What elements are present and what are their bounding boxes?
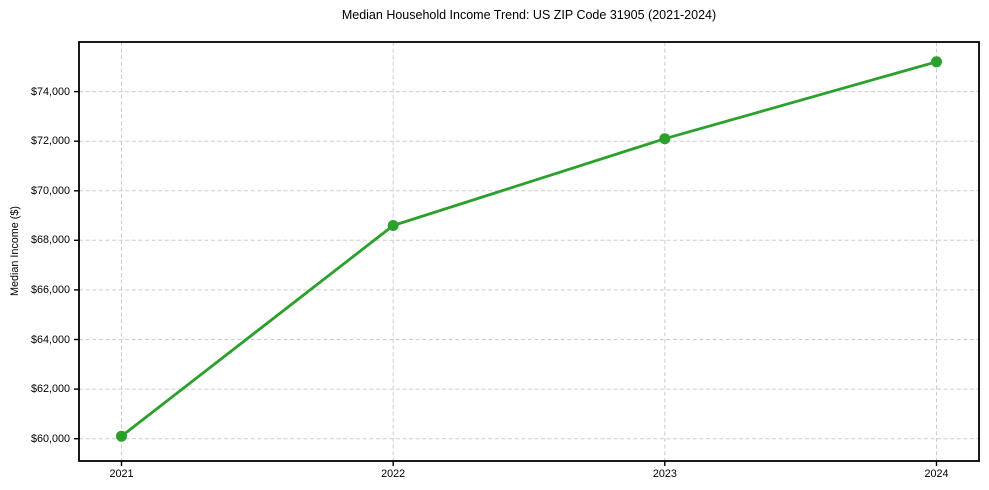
- y-tick-label: $68,000: [30, 234, 70, 247]
- y-tick-label: $70,000: [30, 184, 70, 197]
- plot-border: [78, 41, 980, 462]
- data-point-2022: [387, 220, 399, 231]
- chart-title: Median Household Income Trend: US ZIP Co…: [341, 8, 717, 22]
- y-tick-label: $60,000: [30, 432, 70, 445]
- y-tick-label: $66,000: [30, 283, 70, 296]
- data-point-2024: [931, 56, 942, 68]
- x-tick-label: 2024: [924, 468, 949, 480]
- x-tick-label: 2021: [109, 468, 134, 480]
- y-tick-label: $74,000: [30, 85, 70, 98]
- y-tick-label: $64,000: [30, 333, 70, 346]
- y-tick-label: $62,000: [30, 383, 70, 396]
- data-point-2021: [116, 430, 127, 442]
- x-tick-label: 2023: [652, 468, 677, 480]
- data-point-2023: [659, 133, 671, 145]
- y-tick-label: $72,000: [30, 135, 70, 148]
- x-tick-label: 2022: [381, 468, 406, 480]
- income-trend-line: [120, 60, 938, 438]
